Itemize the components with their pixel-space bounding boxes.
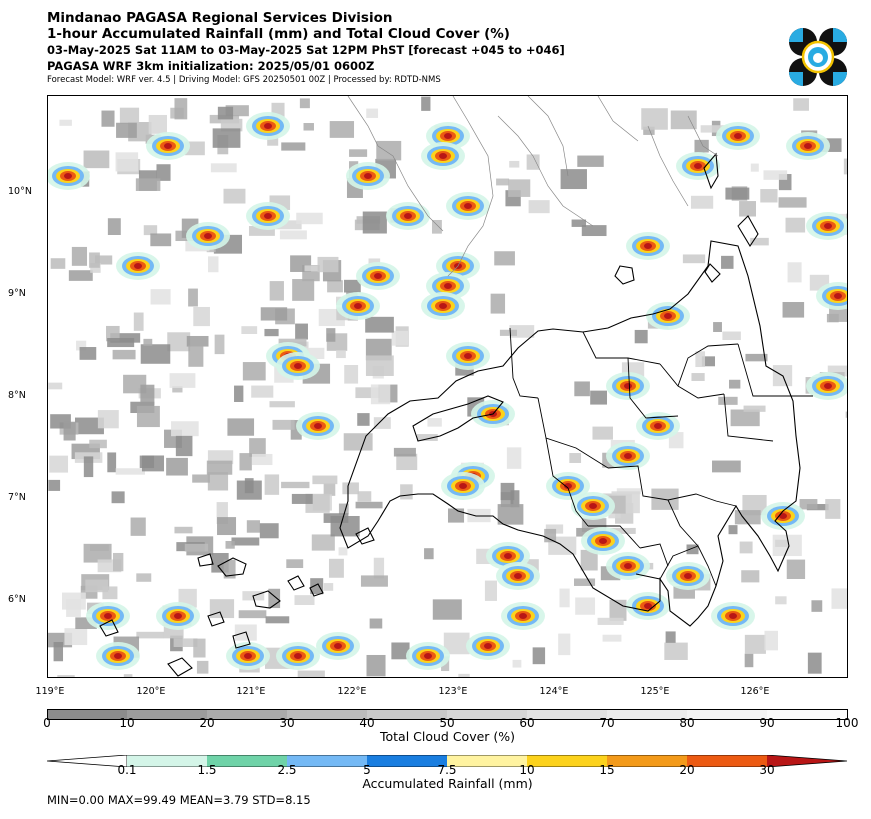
lat-label-9n: 9°N	[8, 288, 26, 299]
rain-tick-1-5: 1.5	[197, 763, 217, 777]
rain-tick-2-5: 2.5	[277, 763, 297, 777]
rain-swatch	[367, 755, 447, 767]
cloud-tick-80: 80	[679, 716, 695, 730]
sulu-island-3	[207, 611, 225, 627]
map-canvas	[48, 96, 847, 677]
model-initialization: PAGASA WRF 3km initialization: 2025/05/0…	[47, 59, 375, 73]
sulu-island-2	[252, 590, 281, 609]
camiguin-island	[704, 263, 721, 283]
cloud-swatch	[127, 709, 207, 720]
model-info: Forecast Model: WRF ver. 4.5 | Driving M…	[47, 75, 441, 85]
rain-swatch	[127, 755, 207, 767]
cloud-swatch	[767, 709, 847, 720]
lat-label-8n: 8°N	[8, 390, 26, 401]
rain-swatch	[687, 755, 767, 767]
province-boundaries	[509, 327, 813, 587]
pagasa-logo	[789, 28, 847, 86]
lon-label-126e: 126°E	[740, 686, 770, 697]
sulu-island-8	[197, 553, 214, 567]
siquijor-island	[614, 265, 635, 285]
rain-swatch	[607, 755, 687, 767]
lat-label-6n: 6°N	[8, 594, 26, 605]
rain-tick-0-1: 0.1	[117, 763, 137, 777]
forecast-period: 03-May-2025 Sat 11AM to 03-May-2025 Sat …	[47, 43, 565, 57]
lon-label-120e: 120°E	[136, 686, 166, 697]
cloud-swatch	[447, 709, 527, 720]
cloud-swatch	[367, 709, 447, 720]
rain-tick-15: 15	[599, 763, 615, 777]
dinagat-island	[703, 152, 719, 190]
cloud-tick-40: 40	[359, 716, 375, 730]
cloud-colorbar-ticks: 0 10 20 30 40 50 60 70 80 90 100	[43, 716, 858, 730]
lon-label-121e: 121°E	[236, 686, 266, 697]
rain-swatch	[207, 755, 287, 767]
rain-swatch	[767, 755, 847, 767]
north-peninsula	[412, 395, 504, 442]
siargao-island	[737, 215, 759, 248]
coastlines	[99, 152, 801, 677]
rain-swatch	[447, 755, 527, 767]
cloud-colorbar-title: Total Cloud Cover (%)	[379, 729, 516, 744]
rain-swatch	[287, 755, 367, 767]
rainfall-cloud-map	[47, 95, 848, 678]
cloud-cover-colorbar	[47, 705, 848, 720]
cloud-tick-50: 50	[439, 716, 455, 730]
lat-label-7n: 7°N	[8, 492, 26, 503]
cloud-swatch	[607, 709, 687, 720]
lat-label-10n: 10°N	[8, 186, 32, 197]
cloud-tick-100: 100	[835, 716, 859, 730]
cloud-swatch	[47, 709, 127, 720]
cloud-cover-layer	[48, 96, 847, 677]
lon-label-119e: 119°E	[35, 686, 65, 697]
rain-tick-5: 5	[363, 763, 371, 777]
lon-label-124e: 124°E	[539, 686, 569, 697]
sulu-island-7	[167, 657, 193, 677]
rain-swatch	[527, 755, 607, 767]
cloud-tick-60: 60	[519, 716, 535, 730]
map-title: Mindanao PAGASA Regional Services Divisi…	[47, 10, 393, 26]
map-subtitle: 1-hour Accumulated Rainfall (mm) and Tot…	[47, 26, 510, 42]
cloud-tick-10: 10	[119, 716, 135, 730]
sulu-island-10	[355, 527, 375, 545]
sulu-island-4	[287, 575, 305, 591]
lon-label-123e: 123°E	[438, 686, 468, 697]
cloud-tick-30: 30	[279, 716, 295, 730]
cloud-swatch	[207, 709, 287, 720]
cloud-tick-90: 90	[759, 716, 775, 730]
sulu-island-5	[309, 583, 324, 597]
rainfall-statistics: MIN=0.00 MAX=99.49 MEAN=3.79 STD=8.15	[47, 793, 311, 807]
rain-tick-30: 30	[759, 763, 775, 777]
rain-colorbar-title: Accumulated Rainfall (mm)	[362, 776, 533, 791]
cloud-tick-0: 0	[43, 716, 51, 730]
cloud-swatch	[527, 709, 607, 720]
cloud-colorbar-swatches	[47, 709, 848, 720]
rain-colorbar-ticks: 0.1 1.5 2.5 5 7.5 10 15 20 30	[47, 763, 848, 777]
rain-tick-10: 10	[519, 763, 535, 777]
visayas-outlines	[347, 96, 719, 277]
cloud-swatch	[687, 709, 767, 720]
cloud-swatch	[287, 709, 367, 720]
cloud-tick-20: 20	[199, 716, 215, 730]
lon-label-122e: 122°E	[337, 686, 367, 697]
mindanao-coastline	[339, 240, 801, 627]
lon-label-125e: 125°E	[640, 686, 670, 697]
cloud-tick-70: 70	[599, 716, 615, 730]
sulu-island-9	[99, 619, 119, 637]
rain-tick-7-5: 7.5	[437, 763, 457, 777]
rain-tick-20: 20	[679, 763, 695, 777]
sulu-island-1	[217, 557, 247, 577]
rainfall-layer	[48, 112, 847, 670]
sulu-island-6	[232, 631, 251, 649]
